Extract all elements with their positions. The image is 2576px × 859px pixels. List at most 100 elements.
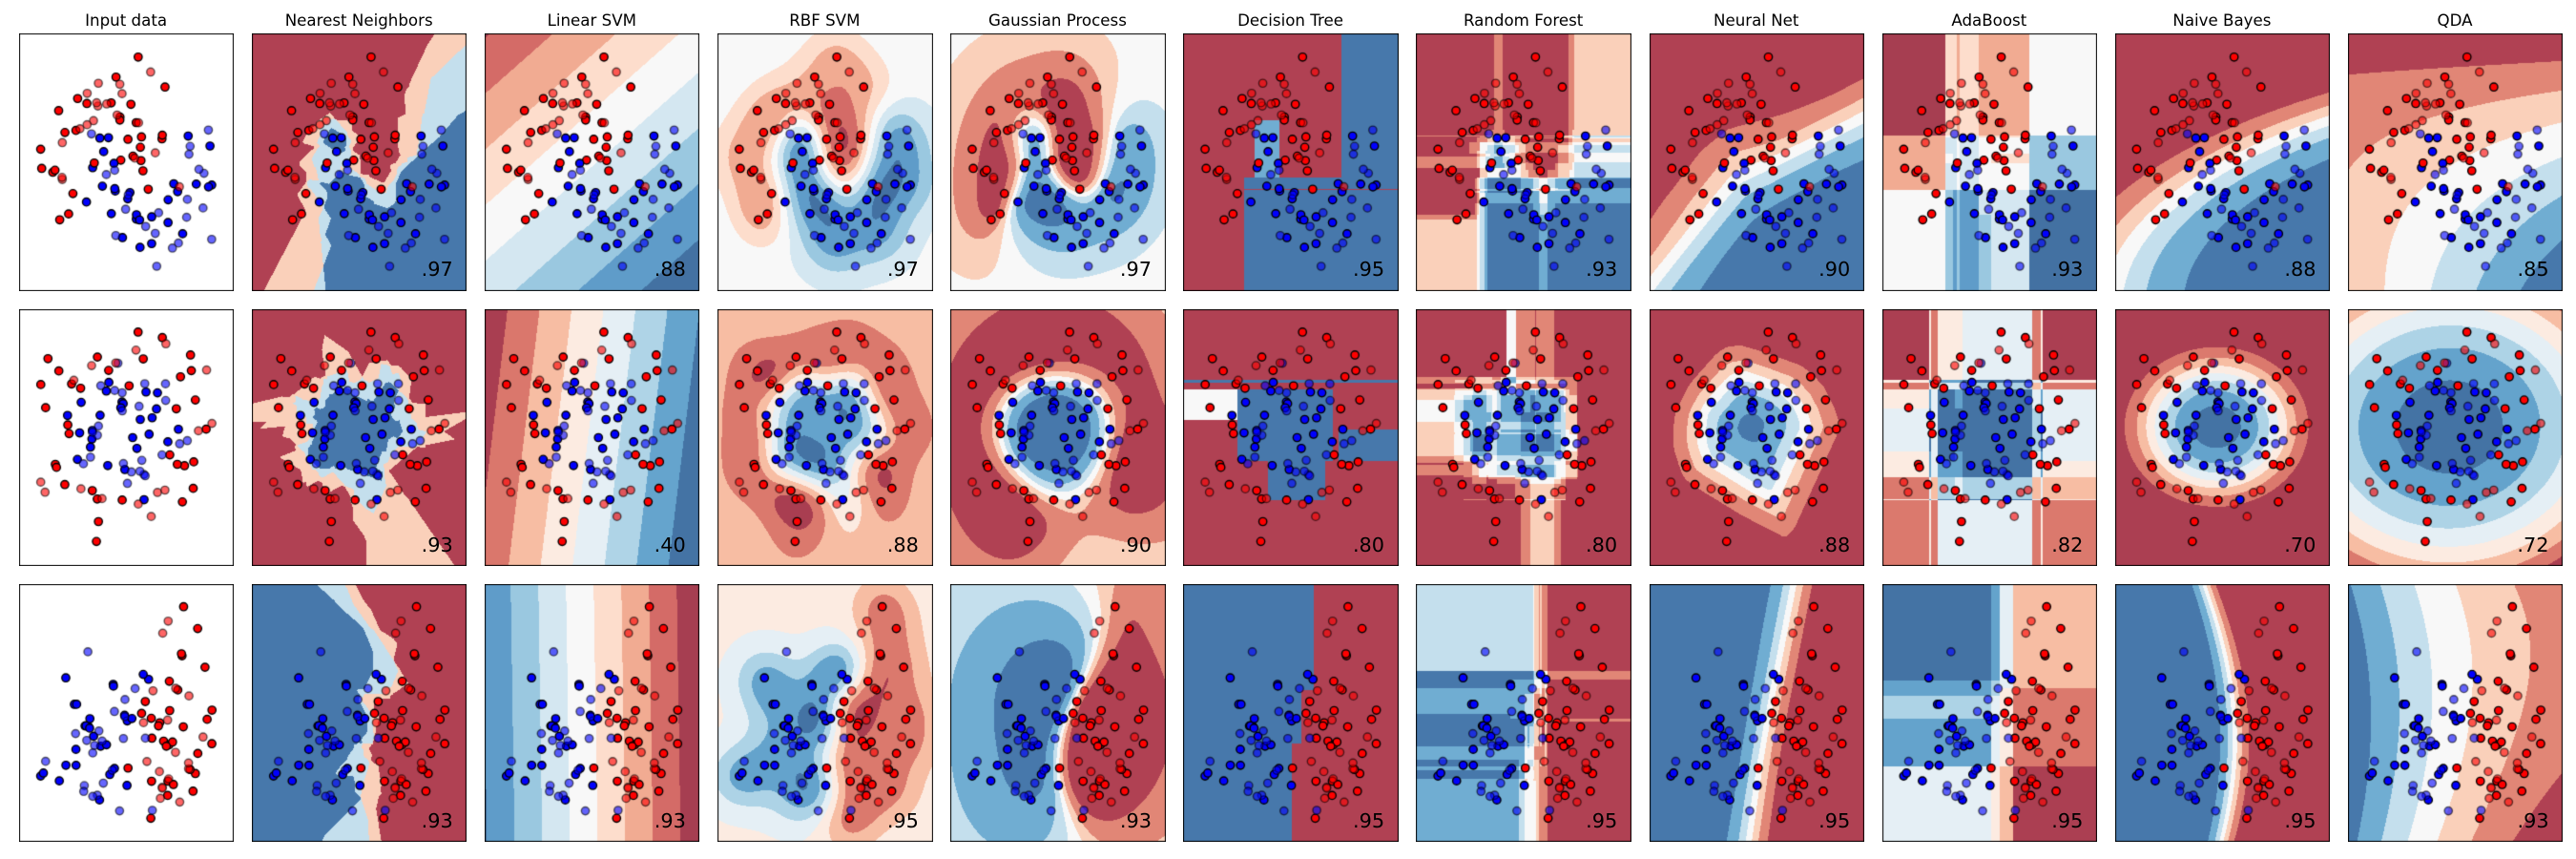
column-title-random-forest: Random Forest [1463, 11, 1584, 30]
subplot-qda-row1: .85 [2348, 33, 2563, 291]
accuracy-score-label: .93 [654, 808, 686, 832]
accuracy-score-label: .95 [2284, 808, 2316, 832]
subplot-decision-tree-row2: .80 [1183, 309, 1399, 566]
decision-surface-canvas-decision-tree-row1 [1183, 33, 1399, 291]
decision-surface-canvas-gaussian-process-row3 [950, 584, 1166, 842]
subplot-qda-row3: .93 [2348, 584, 2563, 842]
subplot-gaussian-process-row1: .97 [950, 33, 1166, 291]
subplot-decision-tree-row3: .95 [1183, 584, 1399, 842]
subplot-rbf-svm-row3: .95 [717, 584, 933, 842]
accuracy-score-label: .93 [1586, 258, 1618, 282]
decision-surface-canvas-nearest-neighbors-row1 [252, 33, 467, 291]
subplot-linear-svm-row3: .93 [485, 584, 699, 842]
column-title-adaboost: AdaBoost [1951, 11, 2027, 30]
decision-surface-canvas-random-forest-row2 [1416, 309, 1631, 566]
decision-surface-canvas-nearest-neighbors-row3 [252, 584, 467, 842]
accuracy-score-label: .97 [421, 258, 453, 282]
decision-surface-canvas-input-data-row3 [19, 584, 234, 842]
accuracy-score-label: .80 [1586, 533, 1618, 556]
subplot-naive-bayes-row3: .95 [2115, 584, 2330, 842]
column-title-decision-tree: Decision Tree [1237, 11, 1343, 30]
decision-surface-canvas-adaboost-row1 [1882, 33, 2097, 291]
accuracy-score-label: .95 [1586, 808, 1618, 832]
subplot-naive-bayes-row2: .70 [2115, 309, 2330, 566]
subplot-gaussian-process-row2: .90 [950, 309, 1166, 566]
subplot-neural-net-row2: .88 [1650, 309, 1864, 566]
decision-surface-canvas-input-data-row1 [19, 33, 234, 291]
decision-surface-canvas-qda-row1 [2348, 33, 2563, 291]
decision-surface-canvas-qda-row3 [2348, 584, 2563, 842]
decision-surface-canvas-nearest-neighbors-row2 [252, 309, 467, 566]
accuracy-score-label: .97 [886, 258, 919, 282]
column-title-neural-net: Neural Net [1713, 11, 1799, 30]
subplot-input-data-row3 [19, 584, 234, 842]
accuracy-score-label: .97 [1119, 258, 1153, 282]
subplot-input-data-row2 [19, 309, 234, 566]
decision-surface-canvas-linear-svm-row2 [485, 309, 699, 566]
decision-surface-canvas-input-data-row2 [19, 309, 234, 566]
accuracy-score-label: .80 [1352, 533, 1385, 556]
accuracy-score-label: .90 [1119, 533, 1152, 556]
decision-surface-canvas-neural-net-row3 [1650, 584, 1864, 842]
accuracy-score-label: .88 [654, 258, 686, 282]
subplot-linear-svm-row2: .40 [485, 309, 699, 566]
decision-surface-canvas-adaboost-row2 [1882, 309, 2097, 566]
column-title-linear-svm: Linear SVM [547, 11, 636, 30]
subplot-random-forest-row2: .80 [1416, 309, 1631, 566]
subplot-neural-net-row3: .95 [1650, 584, 1864, 842]
decision-surface-canvas-random-forest-row3 [1416, 584, 1631, 842]
accuracy-score-label: .93 [421, 808, 453, 832]
accuracy-score-label: .88 [886, 533, 919, 556]
subplot-rbf-svm-row1: .97 [717, 33, 933, 291]
accuracy-score-label: .88 [2284, 258, 2316, 282]
subplot-rbf-svm-row2: .88 [717, 309, 933, 566]
decision-surface-canvas-adaboost-row3 [1882, 584, 2097, 842]
column-title-input-data: Input data [85, 11, 168, 30]
decision-surface-canvas-qda-row2 [2348, 309, 2563, 566]
column-title-gaussian-process: Gaussian Process [987, 11, 1127, 30]
decision-surface-canvas-neural-net-row2 [1650, 309, 1864, 566]
accuracy-score-label: .85 [2517, 258, 2549, 282]
decision-surface-canvas-linear-svm-row1 [485, 33, 699, 291]
decision-surface-canvas-rbf-svm-row1 [717, 33, 933, 291]
subplot-decision-tree-row1: .95 [1183, 33, 1399, 291]
accuracy-score-label: .95 [1353, 808, 1385, 832]
accuracy-score-label: .70 [2284, 533, 2316, 556]
subplot-neural-net-row1: .90 [1650, 33, 1864, 291]
subplot-random-forest-row1: .93 [1416, 33, 1631, 291]
subplot-gaussian-process-row3: .93 [950, 584, 1166, 842]
decision-surface-canvas-neural-net-row1 [1650, 33, 1864, 291]
accuracy-score-label: .93 [421, 533, 453, 556]
subplot-adaboost-row2: .82 [1882, 309, 2097, 566]
accuracy-score-label: .93 [2051, 258, 2084, 282]
decision-surface-canvas-rbf-svm-row2 [717, 309, 933, 566]
accuracy-score-label: .72 [2517, 533, 2549, 556]
subplot-adaboost-row3: .95 [1882, 584, 2097, 842]
decision-surface-canvas-decision-tree-row3 [1183, 584, 1399, 842]
accuracy-score-label: .93 [2517, 808, 2549, 832]
decision-surface-canvas-decision-tree-row2 [1183, 309, 1399, 566]
accuracy-score-label: .93 [1119, 808, 1153, 832]
accuracy-score-label: .90 [1818, 258, 1851, 282]
subplot-nearest-neighbors-row3: .93 [252, 584, 467, 842]
column-title-naive-bayes: Naive Bayes [2172, 11, 2272, 30]
decision-surface-canvas-naive-bayes-row1 [2115, 33, 2330, 291]
decision-surface-canvas-naive-bayes-row3 [2115, 584, 2330, 842]
decision-surface-canvas-naive-bayes-row2 [2115, 309, 2330, 566]
subplot-nearest-neighbors-row2: .93 [252, 309, 467, 566]
accuracy-score-label: .95 [886, 808, 919, 832]
subplot-input-data-row1 [19, 33, 234, 291]
column-title-rbf-svm: RBF SVM [789, 11, 861, 30]
subplot-nearest-neighbors-row1: .97 [252, 33, 467, 291]
accuracy-score-label: .95 [2051, 808, 2084, 832]
column-title-qda: QDA [2437, 11, 2473, 30]
accuracy-score-label: .95 [1818, 808, 1851, 832]
subplot-random-forest-row3: .95 [1416, 584, 1631, 842]
decision-surface-canvas-linear-svm-row3 [485, 584, 699, 842]
subplot-qda-row2: .72 [2348, 309, 2563, 566]
accuracy-score-label: .88 [1818, 533, 1851, 556]
subplot-naive-bayes-row1: .88 [2115, 33, 2330, 291]
subplot-adaboost-row1: .93 [1882, 33, 2097, 291]
accuracy-score-label: .82 [2051, 533, 2084, 556]
